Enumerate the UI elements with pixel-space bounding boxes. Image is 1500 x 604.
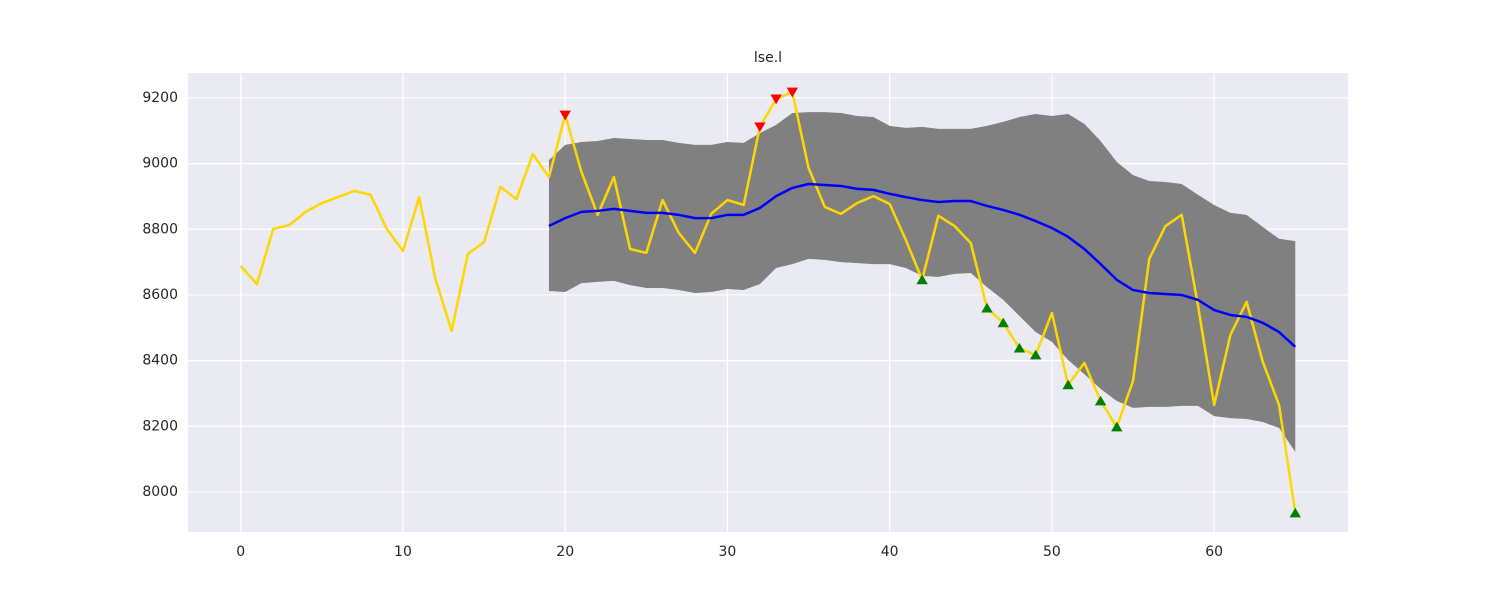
band bbox=[548, 112, 1296, 452]
y-tick-label: 8200 bbox=[142, 418, 178, 434]
x-tick-label: 40 bbox=[881, 544, 899, 560]
y-tick-label: 9200 bbox=[142, 90, 178, 106]
y-tick-label: 8600 bbox=[142, 287, 178, 303]
marker bbox=[1029, 349, 1042, 360]
y-tick-label: 8400 bbox=[142, 353, 178, 369]
chart-title: lse.l bbox=[754, 50, 782, 66]
marker bbox=[754, 122, 766, 133]
x-tick-label: 30 bbox=[719, 544, 737, 560]
marker bbox=[786, 87, 799, 98]
marker bbox=[981, 302, 993, 313]
marker bbox=[1062, 379, 1074, 390]
y-tick-label: 8800 bbox=[142, 221, 178, 237]
x-tick-label: 50 bbox=[1043, 544, 1061, 560]
y-tick-label: 9000 bbox=[142, 156, 178, 172]
marker bbox=[997, 317, 1009, 328]
marker bbox=[1013, 342, 1026, 353]
line bbox=[548, 182, 1297, 348]
marker bbox=[1289, 507, 1301, 518]
marker bbox=[559, 110, 571, 121]
marker bbox=[770, 94, 782, 105]
marker bbox=[1111, 421, 1123, 432]
x-tick-label: 10 bbox=[394, 544, 412, 560]
line bbox=[239, 90, 1297, 514]
marker bbox=[916, 274, 928, 285]
x-tick-label: 20 bbox=[556, 544, 574, 560]
x-tick-label: 0 bbox=[236, 544, 245, 560]
y-tick-label: 8000 bbox=[142, 484, 178, 500]
marker bbox=[1094, 395, 1107, 406]
x-tick-label: 60 bbox=[1205, 544, 1223, 560]
